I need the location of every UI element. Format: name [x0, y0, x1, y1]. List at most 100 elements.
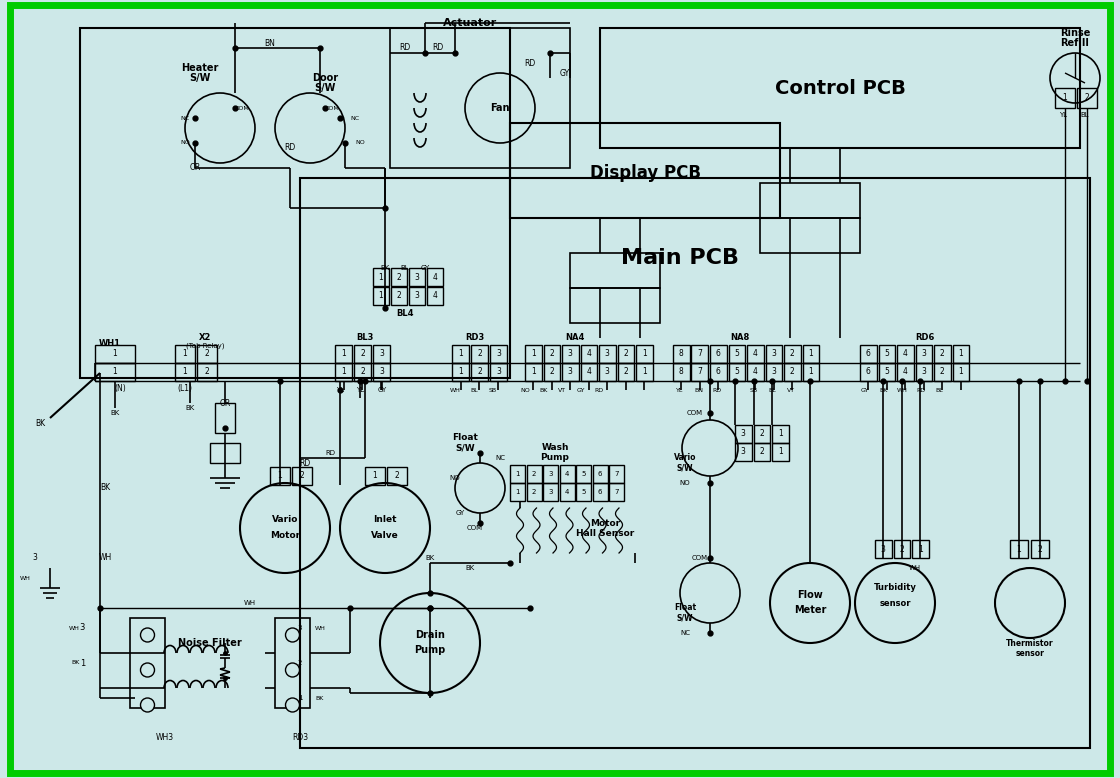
- Bar: [409, 268, 424, 286]
- Text: BK: BK: [426, 555, 435, 561]
- Text: 7: 7: [698, 349, 702, 359]
- Text: BN: BN: [264, 38, 276, 47]
- Bar: [897, 345, 914, 363]
- Text: BL4: BL4: [396, 309, 413, 317]
- Text: 1: 1: [80, 658, 85, 668]
- Bar: [609, 465, 624, 483]
- Text: VT: VT: [787, 387, 795, 392]
- Text: 3: 3: [922, 349, 926, 359]
- Text: 2: 2: [361, 349, 365, 359]
- Text: 3: 3: [605, 367, 609, 377]
- Bar: [335, 363, 352, 381]
- Bar: [599, 363, 616, 381]
- Text: WH: WH: [897, 387, 907, 392]
- Bar: [175, 363, 195, 381]
- Text: 5: 5: [735, 349, 739, 359]
- Text: 1: 1: [809, 349, 813, 359]
- Bar: [599, 345, 616, 363]
- Text: 6: 6: [716, 367, 721, 377]
- Bar: [609, 483, 624, 501]
- Text: NC: NC: [495, 455, 505, 461]
- Bar: [1032, 540, 1049, 558]
- Text: 1: 1: [342, 367, 346, 377]
- Bar: [543, 465, 558, 483]
- Bar: [526, 465, 541, 483]
- Bar: [1077, 88, 1096, 108]
- Text: Actuator: Actuator: [442, 18, 497, 28]
- Bar: [735, 425, 752, 443]
- Bar: [617, 345, 634, 363]
- Bar: [934, 345, 951, 363]
- Bar: [472, 345, 488, 363]
- Bar: [525, 345, 541, 363]
- Text: Meter: Meter: [794, 605, 827, 615]
- Text: 7: 7: [614, 471, 618, 477]
- Text: BK: BK: [186, 405, 195, 411]
- Text: 1: 1: [278, 471, 282, 481]
- Text: 2: 2: [477, 367, 482, 377]
- Text: 2: 2: [477, 349, 482, 359]
- Bar: [365, 467, 385, 485]
- Text: OR: OR: [220, 398, 231, 408]
- Circle shape: [140, 628, 155, 642]
- Text: GY: GY: [577, 387, 585, 392]
- Bar: [175, 345, 195, 363]
- Text: (L1): (L1): [177, 384, 193, 392]
- Bar: [391, 287, 407, 305]
- Circle shape: [286, 628, 299, 642]
- Text: S/W: S/W: [455, 443, 475, 453]
- Text: 1: 1: [531, 349, 535, 359]
- Bar: [636, 345, 653, 363]
- Bar: [452, 363, 469, 381]
- Text: Display PCB: Display PCB: [589, 164, 700, 182]
- Text: Fan: Fan: [491, 103, 510, 113]
- Text: YL: YL: [1058, 112, 1067, 118]
- Text: 3: 3: [414, 272, 419, 282]
- Text: WH: WH: [69, 626, 80, 630]
- Text: 2: 2: [205, 349, 209, 359]
- Text: SB: SB: [489, 387, 497, 392]
- Text: S/W: S/W: [189, 73, 211, 83]
- Bar: [560, 465, 575, 483]
- Text: 1: 1: [1017, 545, 1021, 553]
- Text: 1: 1: [778, 429, 783, 439]
- Bar: [754, 425, 771, 443]
- Text: X2: X2: [199, 334, 212, 342]
- Text: 1: 1: [298, 695, 302, 701]
- Text: sensor: sensor: [1016, 649, 1045, 657]
- Text: NO: NO: [180, 141, 190, 145]
- Text: 2: 2: [624, 349, 628, 359]
- Bar: [390, 28, 570, 168]
- Text: 2: 2: [361, 367, 365, 377]
- Text: BK: BK: [879, 387, 888, 392]
- Text: BK: BK: [315, 696, 324, 700]
- Bar: [747, 345, 764, 363]
- Bar: [211, 443, 240, 463]
- Bar: [592, 465, 607, 483]
- Text: Valve: Valve: [371, 531, 399, 541]
- Bar: [580, 363, 597, 381]
- Text: 4: 4: [587, 349, 591, 359]
- Bar: [897, 363, 914, 381]
- Bar: [673, 363, 690, 381]
- Text: 4: 4: [432, 292, 438, 300]
- Bar: [354, 345, 371, 363]
- Text: 6: 6: [598, 489, 603, 495]
- Text: BL: BL: [768, 387, 776, 392]
- Bar: [747, 363, 764, 381]
- Bar: [354, 363, 371, 381]
- Circle shape: [140, 698, 155, 712]
- Text: 3: 3: [379, 367, 384, 377]
- Bar: [562, 363, 579, 381]
- Bar: [526, 483, 541, 501]
- Bar: [710, 345, 727, 363]
- Text: SB: SB: [750, 387, 758, 392]
- Bar: [673, 345, 690, 363]
- Text: Turbidity: Turbidity: [874, 584, 916, 593]
- Text: 2: 2: [300, 471, 305, 481]
- Bar: [335, 345, 352, 363]
- Bar: [728, 363, 745, 381]
- Text: YL: YL: [676, 387, 683, 392]
- Text: RD6: RD6: [915, 334, 935, 342]
- Text: 1: 1: [183, 367, 187, 377]
